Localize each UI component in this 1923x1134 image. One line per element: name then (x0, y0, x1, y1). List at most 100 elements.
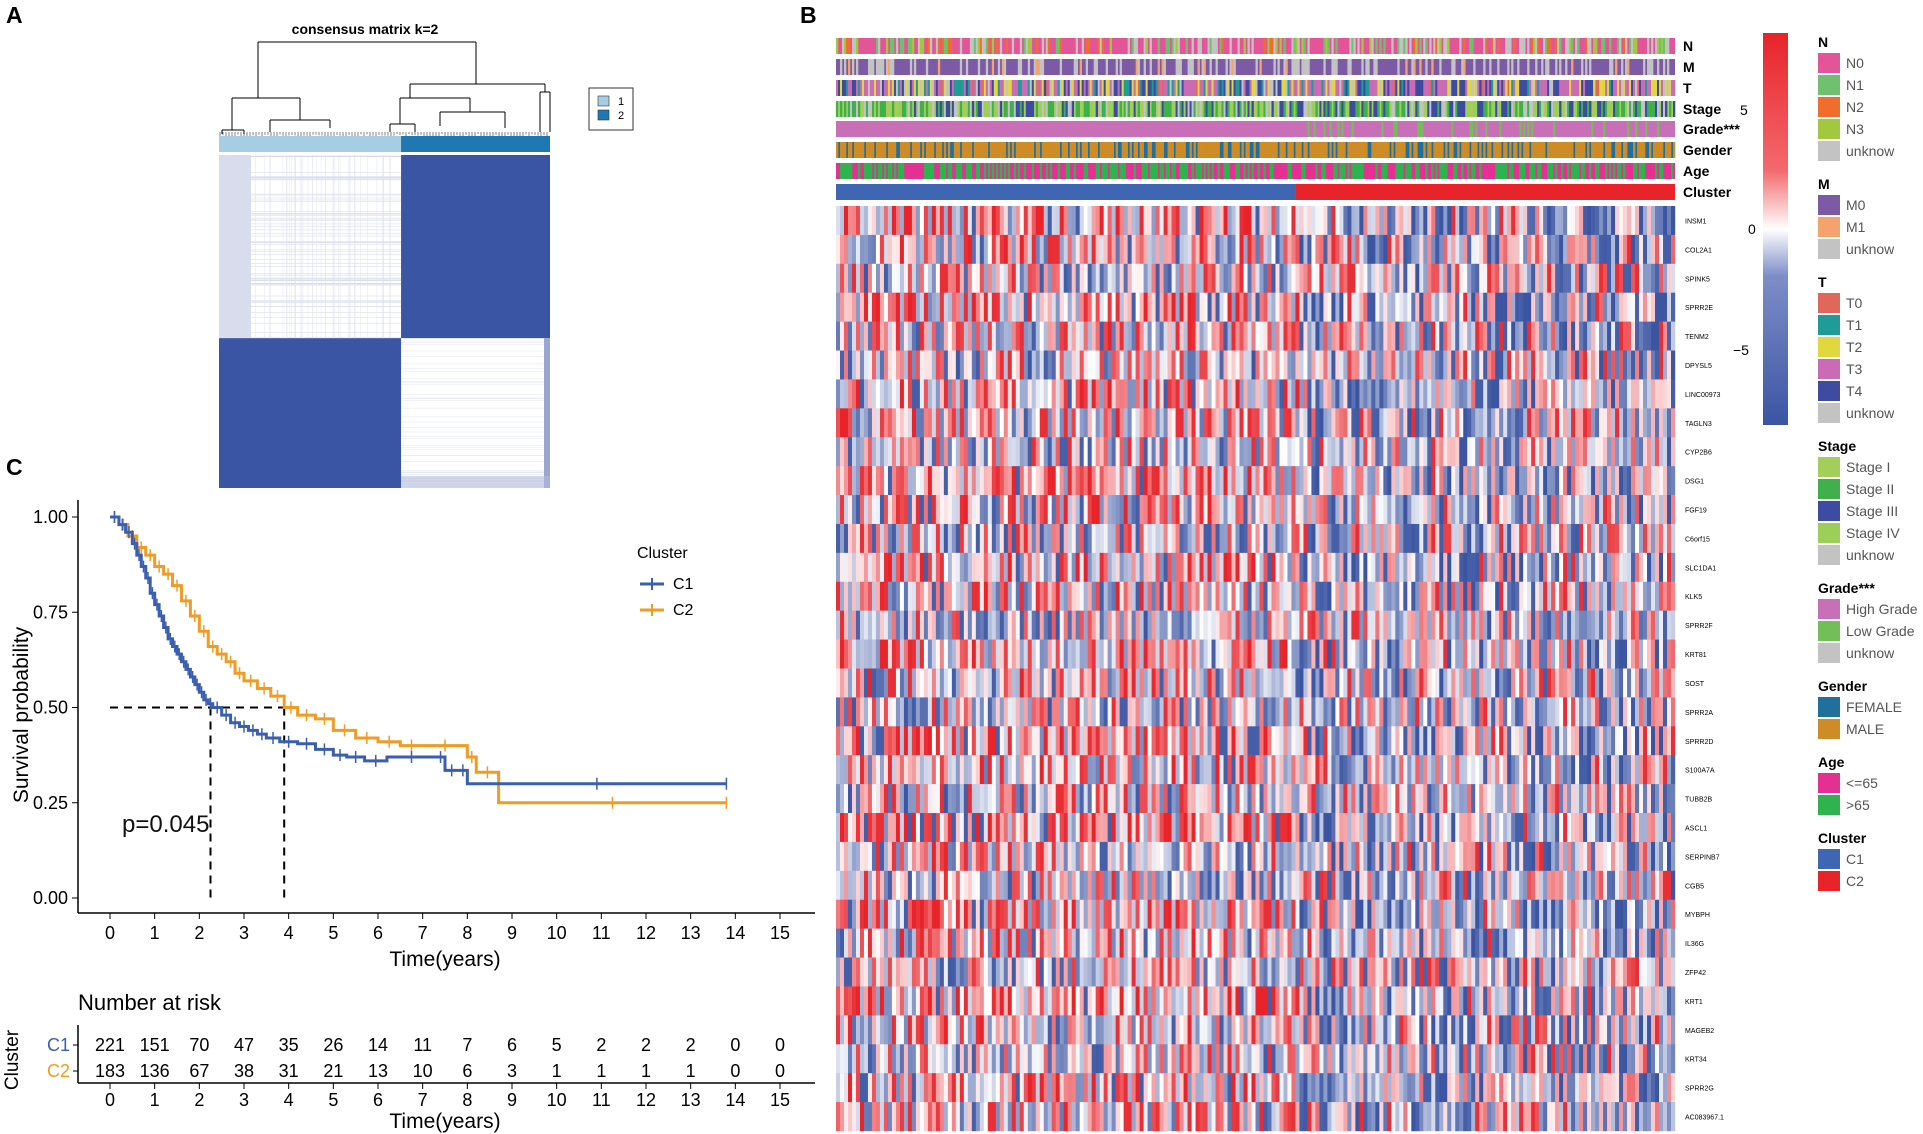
heatmap-row (836, 928, 1676, 958)
cluster-bar-1 (219, 136, 402, 152)
risk-x-tick-label: 12 (636, 1090, 656, 1110)
annotation-track-labels: NMT Stage Grade*** Gender Age Cluster (1683, 38, 1740, 200)
legend-label: M0 (1846, 197, 1866, 213)
legend-swatch (1818, 457, 1840, 477)
risk-count: 21 (323, 1061, 343, 1081)
consensus-dendrogram (219, 41, 551, 138)
x-tick-label: 8 (462, 923, 472, 943)
risk-x-tick-label: 9 (507, 1090, 517, 1110)
risk-count: 1 (552, 1061, 562, 1081)
heatmap-row (836, 668, 1676, 698)
gene-label: C6orf15 (1685, 536, 1710, 543)
risk-x-tick-label: 7 (418, 1090, 428, 1110)
legend-swatch (1818, 97, 1840, 117)
legend-swatch (1818, 697, 1840, 717)
y-tick-label: 0.75 (33, 602, 68, 622)
legend-group: N N0 N1 N2 N3 unknow (1818, 34, 1895, 161)
legend-title: Cluster (637, 545, 688, 562)
heatmap-row (836, 292, 1676, 322)
legend-swatch (1818, 795, 1840, 815)
legend-group: Grade*** High Grade Low Grade unknow (1818, 580, 1918, 663)
heatmap-row (836, 639, 1676, 669)
risk-count: 47 (234, 1035, 254, 1055)
x-tick-label: 9 (507, 923, 517, 943)
consensus-matrix (219, 155, 550, 488)
gene-label: SPRR2D (1685, 739, 1713, 746)
risk-x-tick-label: 3 (239, 1090, 249, 1110)
gene-label: AC083967.1 (1685, 1115, 1724, 1122)
legend-swatch (1818, 643, 1840, 663)
legend-label: Stage I (1846, 459, 1890, 475)
consensus-title: consensus matrix k=2 (292, 21, 439, 37)
heatmap-row (836, 1102, 1676, 1132)
y-tick-label: 1.00 (33, 507, 68, 527)
risk-x-tick-label: 13 (681, 1090, 701, 1110)
heatmap-row (836, 523, 1676, 554)
heatmap-row (836, 1073, 1676, 1103)
track-label: Age (1683, 163, 1710, 179)
legend-swatch (1818, 119, 1840, 139)
consensus-legend-swatch (597, 95, 610, 107)
x-tick-label: 12 (636, 923, 656, 943)
gene-label: SPINK5 (1685, 276, 1710, 283)
heatmap-row (836, 206, 1676, 236)
heatmap-row (836, 495, 1676, 525)
gene-label: TUBB2B (1685, 797, 1713, 804)
legend-label: MALE (1846, 721, 1884, 737)
legend-label: FEMALE (1846, 699, 1902, 715)
risk-count: 38 (234, 1061, 254, 1081)
heatmap-row (836, 899, 1676, 929)
risk-count: 6 (462, 1061, 472, 1081)
survival-plot: 0.000.250.500.751.000 1 2 3 4 5 6 7 8 9 10 11 12 13 14… (2, 500, 815, 1133)
x-axis-title: Time(years) (389, 948, 500, 971)
gene-label: DPYSL5 (1685, 363, 1712, 370)
risk-row-label: C2 (47, 1061, 70, 1081)
risk-x-tick-label: 8 (462, 1090, 472, 1110)
gene-label: LINC00973 (1685, 392, 1721, 399)
legend-label: Low Grade (1846, 623, 1915, 639)
risk-count: 2 (641, 1035, 651, 1055)
legend-label: unknow (1846, 405, 1895, 421)
x-tick-label: 7 (418, 923, 428, 943)
annotation-track-stage (836, 101, 1676, 117)
legend-group: Gender FEMALE MALE (1818, 678, 1902, 739)
survival-curves (110, 511, 728, 809)
legend-swatch (1818, 621, 1840, 641)
legend-swatch (1818, 849, 1840, 869)
expression-cells (836, 206, 1676, 1132)
risk-count: 1 (641, 1061, 651, 1081)
track-label: Stage (1683, 101, 1721, 117)
y-tick-label: 0.50 (33, 698, 68, 718)
risk-count: 5 (552, 1035, 562, 1055)
legend-label: C2 (673, 602, 694, 619)
gene-label: SPRR2G (1685, 1086, 1714, 1093)
legend-swatch (1818, 141, 1840, 161)
heatmap-row (836, 466, 1676, 496)
heatmap-row (836, 234, 1676, 265)
legend-swatch (1818, 75, 1840, 95)
risk-count: 136 (140, 1061, 170, 1081)
legend-swatch (1818, 381, 1840, 401)
legend-group-title: Stage (1818, 438, 1856, 454)
annotation-tracks (836, 38, 1676, 200)
risk-x-tick-label: 5 (328, 1090, 338, 1110)
color-scale-tick: −5 (1733, 342, 1749, 358)
gene-label: S100A7A (1685, 768, 1715, 775)
y-tick-label: 0.25 (33, 793, 68, 813)
legend-label: Stage III (1846, 503, 1898, 519)
legend-label: T4 (1846, 383, 1863, 399)
risk-x-tick-label: 10 (547, 1090, 567, 1110)
legend-label: T3 (1846, 361, 1863, 377)
annotation-track-t (836, 80, 1676, 96)
legend-label: High Grade (1846, 601, 1918, 617)
legend-swatch (1818, 599, 1840, 619)
heatmap-row (836, 784, 1676, 814)
legend-label: unknow (1846, 143, 1895, 159)
risk-count: 2 (596, 1035, 606, 1055)
x-tick-label: 5 (328, 923, 338, 943)
color-scale-bar: 5 0 −5 (1733, 33, 1788, 425)
legend-label: T0 (1846, 295, 1863, 311)
risk-row-label: C1 (47, 1035, 70, 1055)
legend-label: N2 (1846, 99, 1864, 115)
color-scale-tick: 5 (1740, 102, 1748, 118)
